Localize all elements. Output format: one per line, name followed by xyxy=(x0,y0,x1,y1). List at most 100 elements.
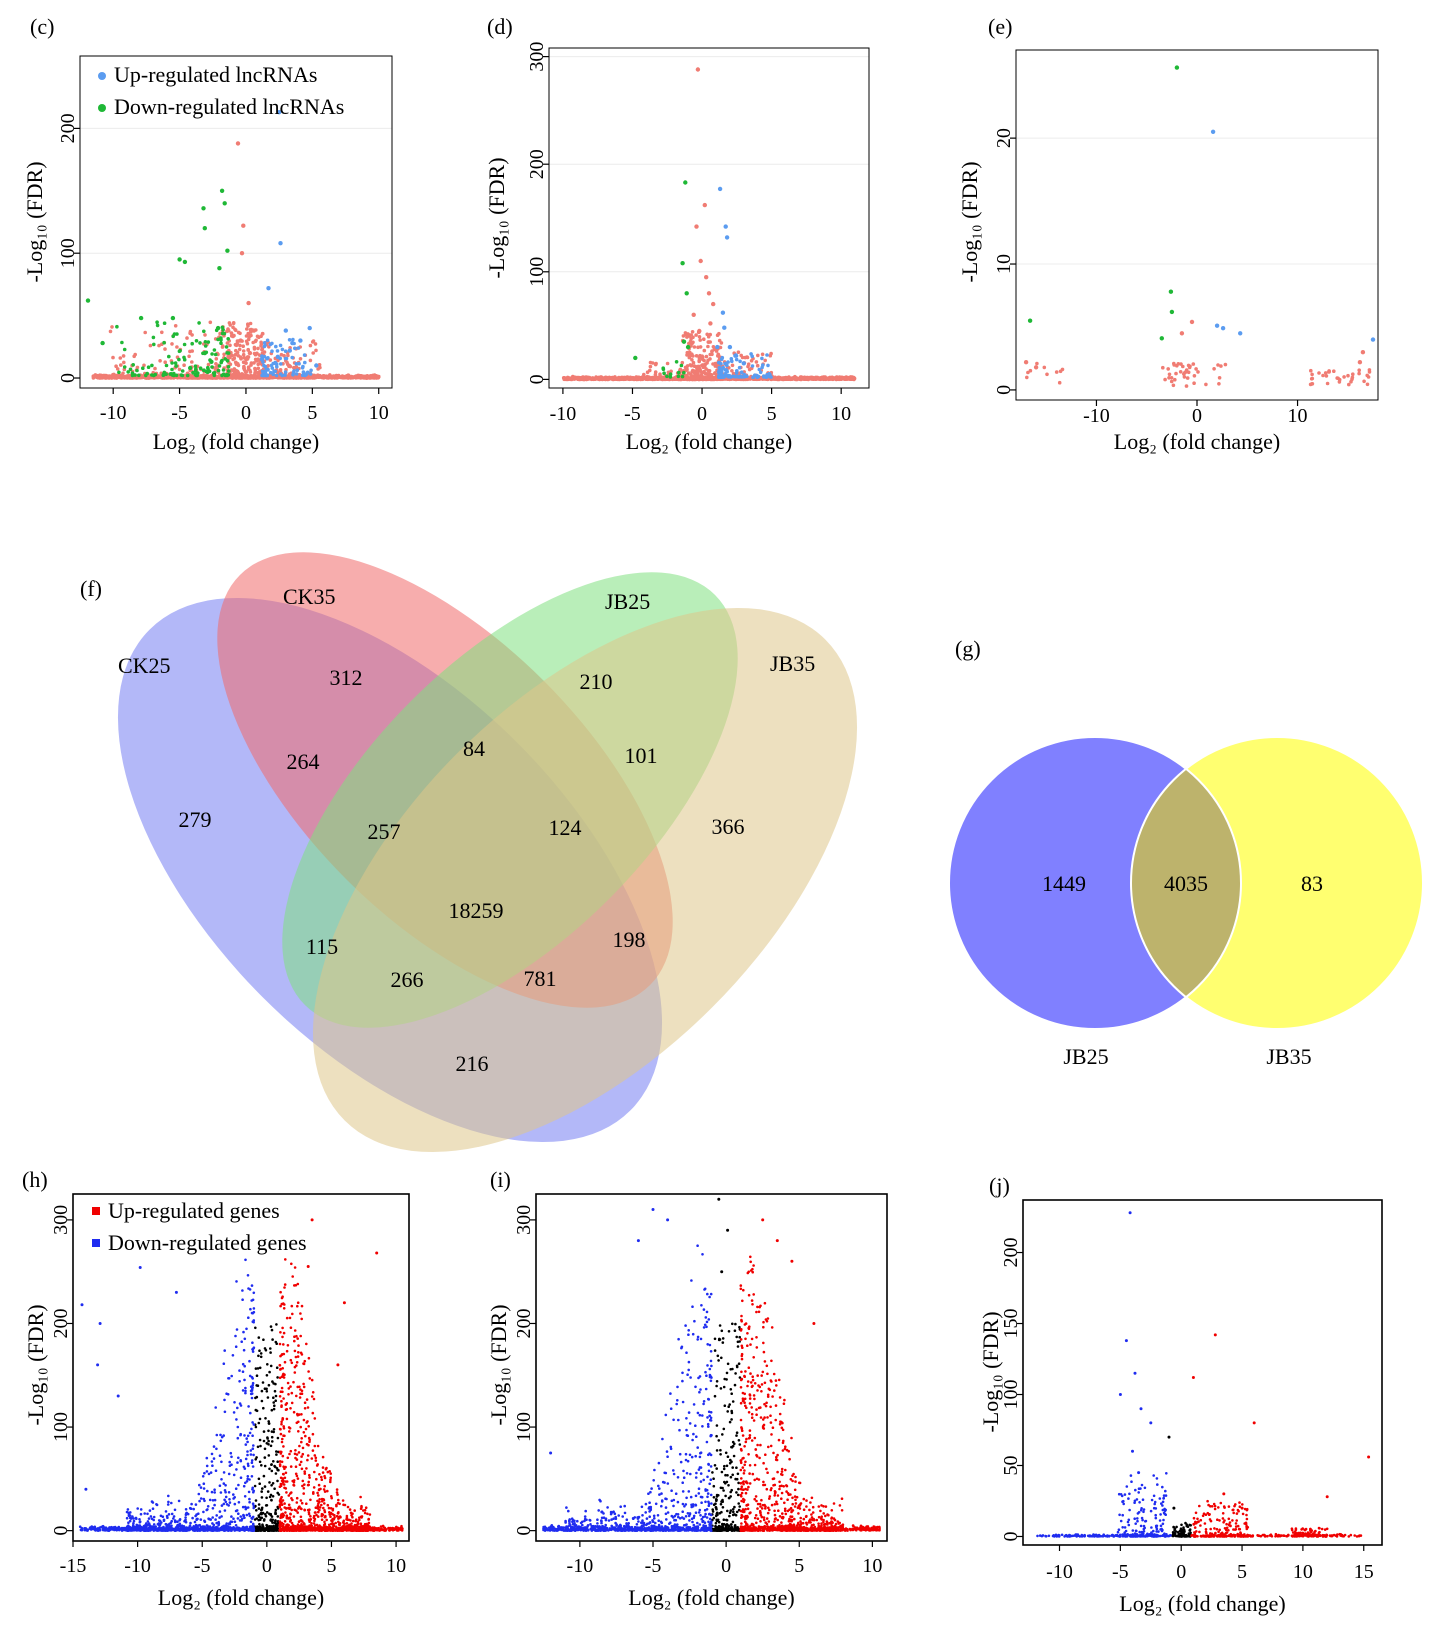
point-ns xyxy=(238,343,242,348)
point-up xyxy=(279,362,283,366)
point-down xyxy=(162,1518,166,1522)
point-ns xyxy=(246,367,251,372)
point-ns xyxy=(261,1381,265,1384)
point-down xyxy=(221,368,226,372)
point-ns xyxy=(686,332,690,336)
point-down xyxy=(679,363,684,368)
point-down xyxy=(182,259,188,265)
point-ns xyxy=(158,374,162,379)
point-up xyxy=(264,367,269,372)
point-ns xyxy=(266,1490,270,1493)
point-ns xyxy=(695,67,701,72)
point-down xyxy=(241,1525,245,1529)
point-down xyxy=(161,373,166,378)
point-ns xyxy=(719,341,724,345)
point-ns xyxy=(815,375,820,380)
point-ns xyxy=(1023,360,1029,365)
point-ns xyxy=(268,1467,271,1471)
point-down xyxy=(252,1453,255,1457)
point-ns xyxy=(755,363,760,368)
point-down xyxy=(170,315,176,321)
point-down xyxy=(165,1525,168,1529)
point-down xyxy=(1169,309,1175,315)
point-ns xyxy=(255,1527,258,1530)
point-down xyxy=(162,340,166,345)
point-down xyxy=(228,1529,231,1532)
point-ns xyxy=(261,1528,264,1532)
point-down xyxy=(226,369,231,373)
point-ns xyxy=(254,1408,258,1412)
legend-marker xyxy=(98,72,106,80)
point-down xyxy=(199,1497,203,1500)
point-ns xyxy=(91,376,96,380)
point-ns xyxy=(276,1376,279,1379)
point-ns xyxy=(567,376,572,381)
point-ns xyxy=(239,251,245,256)
point-down xyxy=(230,1374,233,1378)
point-down xyxy=(217,1523,220,1527)
point-up xyxy=(303,373,307,378)
point-ns xyxy=(1184,384,1189,388)
point-ns xyxy=(1035,361,1039,366)
point-down xyxy=(202,1482,206,1485)
point-down xyxy=(213,1503,216,1507)
point-down xyxy=(115,324,119,329)
point-down xyxy=(135,1529,139,1532)
point-ns xyxy=(702,364,707,369)
point-down xyxy=(248,1497,251,1501)
y-tick-label: 200 xyxy=(57,113,79,143)
point-ns xyxy=(235,141,241,146)
point-down xyxy=(235,1418,238,1421)
point-down xyxy=(208,1525,212,1528)
point-down xyxy=(164,1510,168,1513)
point-ns xyxy=(203,333,207,337)
point-up xyxy=(741,361,746,366)
point-down xyxy=(117,1528,120,1531)
point-ns xyxy=(241,344,245,349)
point-ns xyxy=(690,330,695,334)
point-ns xyxy=(328,375,333,380)
point-ns xyxy=(653,372,658,377)
point-down xyxy=(232,1493,235,1496)
point-ns xyxy=(263,1464,267,1468)
point-down xyxy=(223,357,228,361)
point-ns xyxy=(763,358,767,363)
point-down xyxy=(203,1519,206,1523)
point-down xyxy=(221,1528,225,1531)
point-down xyxy=(236,1436,240,1440)
point-ns xyxy=(255,1374,259,1377)
point-up xyxy=(717,186,723,192)
point-ns xyxy=(710,352,714,357)
point-ns xyxy=(1189,319,1195,325)
point-up xyxy=(1210,129,1216,134)
point-down xyxy=(172,1517,175,1520)
point-down xyxy=(197,1492,201,1496)
point-ns xyxy=(1317,371,1321,375)
point-ns xyxy=(1349,379,1353,384)
point-down xyxy=(172,371,176,376)
point-ns xyxy=(188,349,192,354)
point-ns xyxy=(273,1389,277,1393)
point-ns xyxy=(241,349,246,353)
point-ns xyxy=(160,330,164,335)
point-up xyxy=(720,310,726,315)
point-ns xyxy=(206,374,210,379)
point-down xyxy=(135,1517,138,1521)
point-ns xyxy=(253,1518,257,1521)
point-ns xyxy=(713,361,718,366)
point-up xyxy=(275,349,280,353)
point-down xyxy=(230,1515,233,1518)
point-ns xyxy=(206,362,211,367)
point-ns xyxy=(163,360,167,365)
point-down xyxy=(207,369,212,374)
x-tick-label: 0 xyxy=(241,402,251,424)
point-down xyxy=(138,1518,141,1521)
point-up xyxy=(727,374,732,378)
point-down xyxy=(188,1524,192,1527)
point-down xyxy=(223,1349,226,1352)
point-ns xyxy=(257,1354,260,1358)
x-axis-title-c: Log₂ (fold change) xyxy=(153,429,320,454)
point-up xyxy=(308,372,313,376)
point-ns xyxy=(316,367,320,371)
point-down xyxy=(250,1427,253,1431)
